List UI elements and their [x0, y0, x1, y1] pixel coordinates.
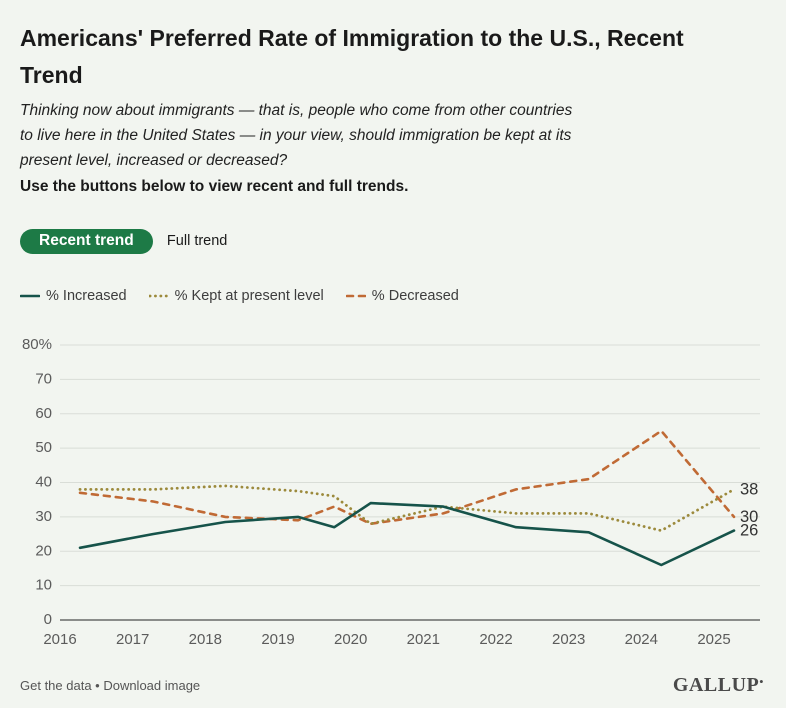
svg-text:30: 30: [35, 508, 52, 525]
svg-text:40: 40: [35, 474, 52, 491]
svg-text:0: 0: [44, 611, 52, 628]
svg-text:38: 38: [740, 481, 758, 499]
svg-text:2018: 2018: [189, 631, 222, 648]
svg-text:20: 20: [35, 542, 52, 559]
svg-text:2025: 2025: [697, 631, 730, 648]
svg-text:2021: 2021: [407, 631, 440, 648]
svg-text:26: 26: [740, 522, 758, 540]
svg-text:70: 70: [35, 370, 52, 387]
svg-text:80%: 80%: [22, 336, 52, 353]
svg-text:2022: 2022: [479, 631, 512, 648]
svg-text:2016: 2016: [43, 631, 76, 648]
svg-text:2019: 2019: [261, 631, 294, 648]
svg-text:2017: 2017: [116, 631, 149, 648]
svg-text:2020: 2020: [334, 631, 367, 648]
svg-text:2023: 2023: [552, 631, 585, 648]
svg-text:50: 50: [35, 439, 52, 456]
svg-text:2024: 2024: [625, 631, 658, 648]
svg-text:60: 60: [35, 405, 52, 422]
svg-text:10: 10: [35, 577, 52, 594]
